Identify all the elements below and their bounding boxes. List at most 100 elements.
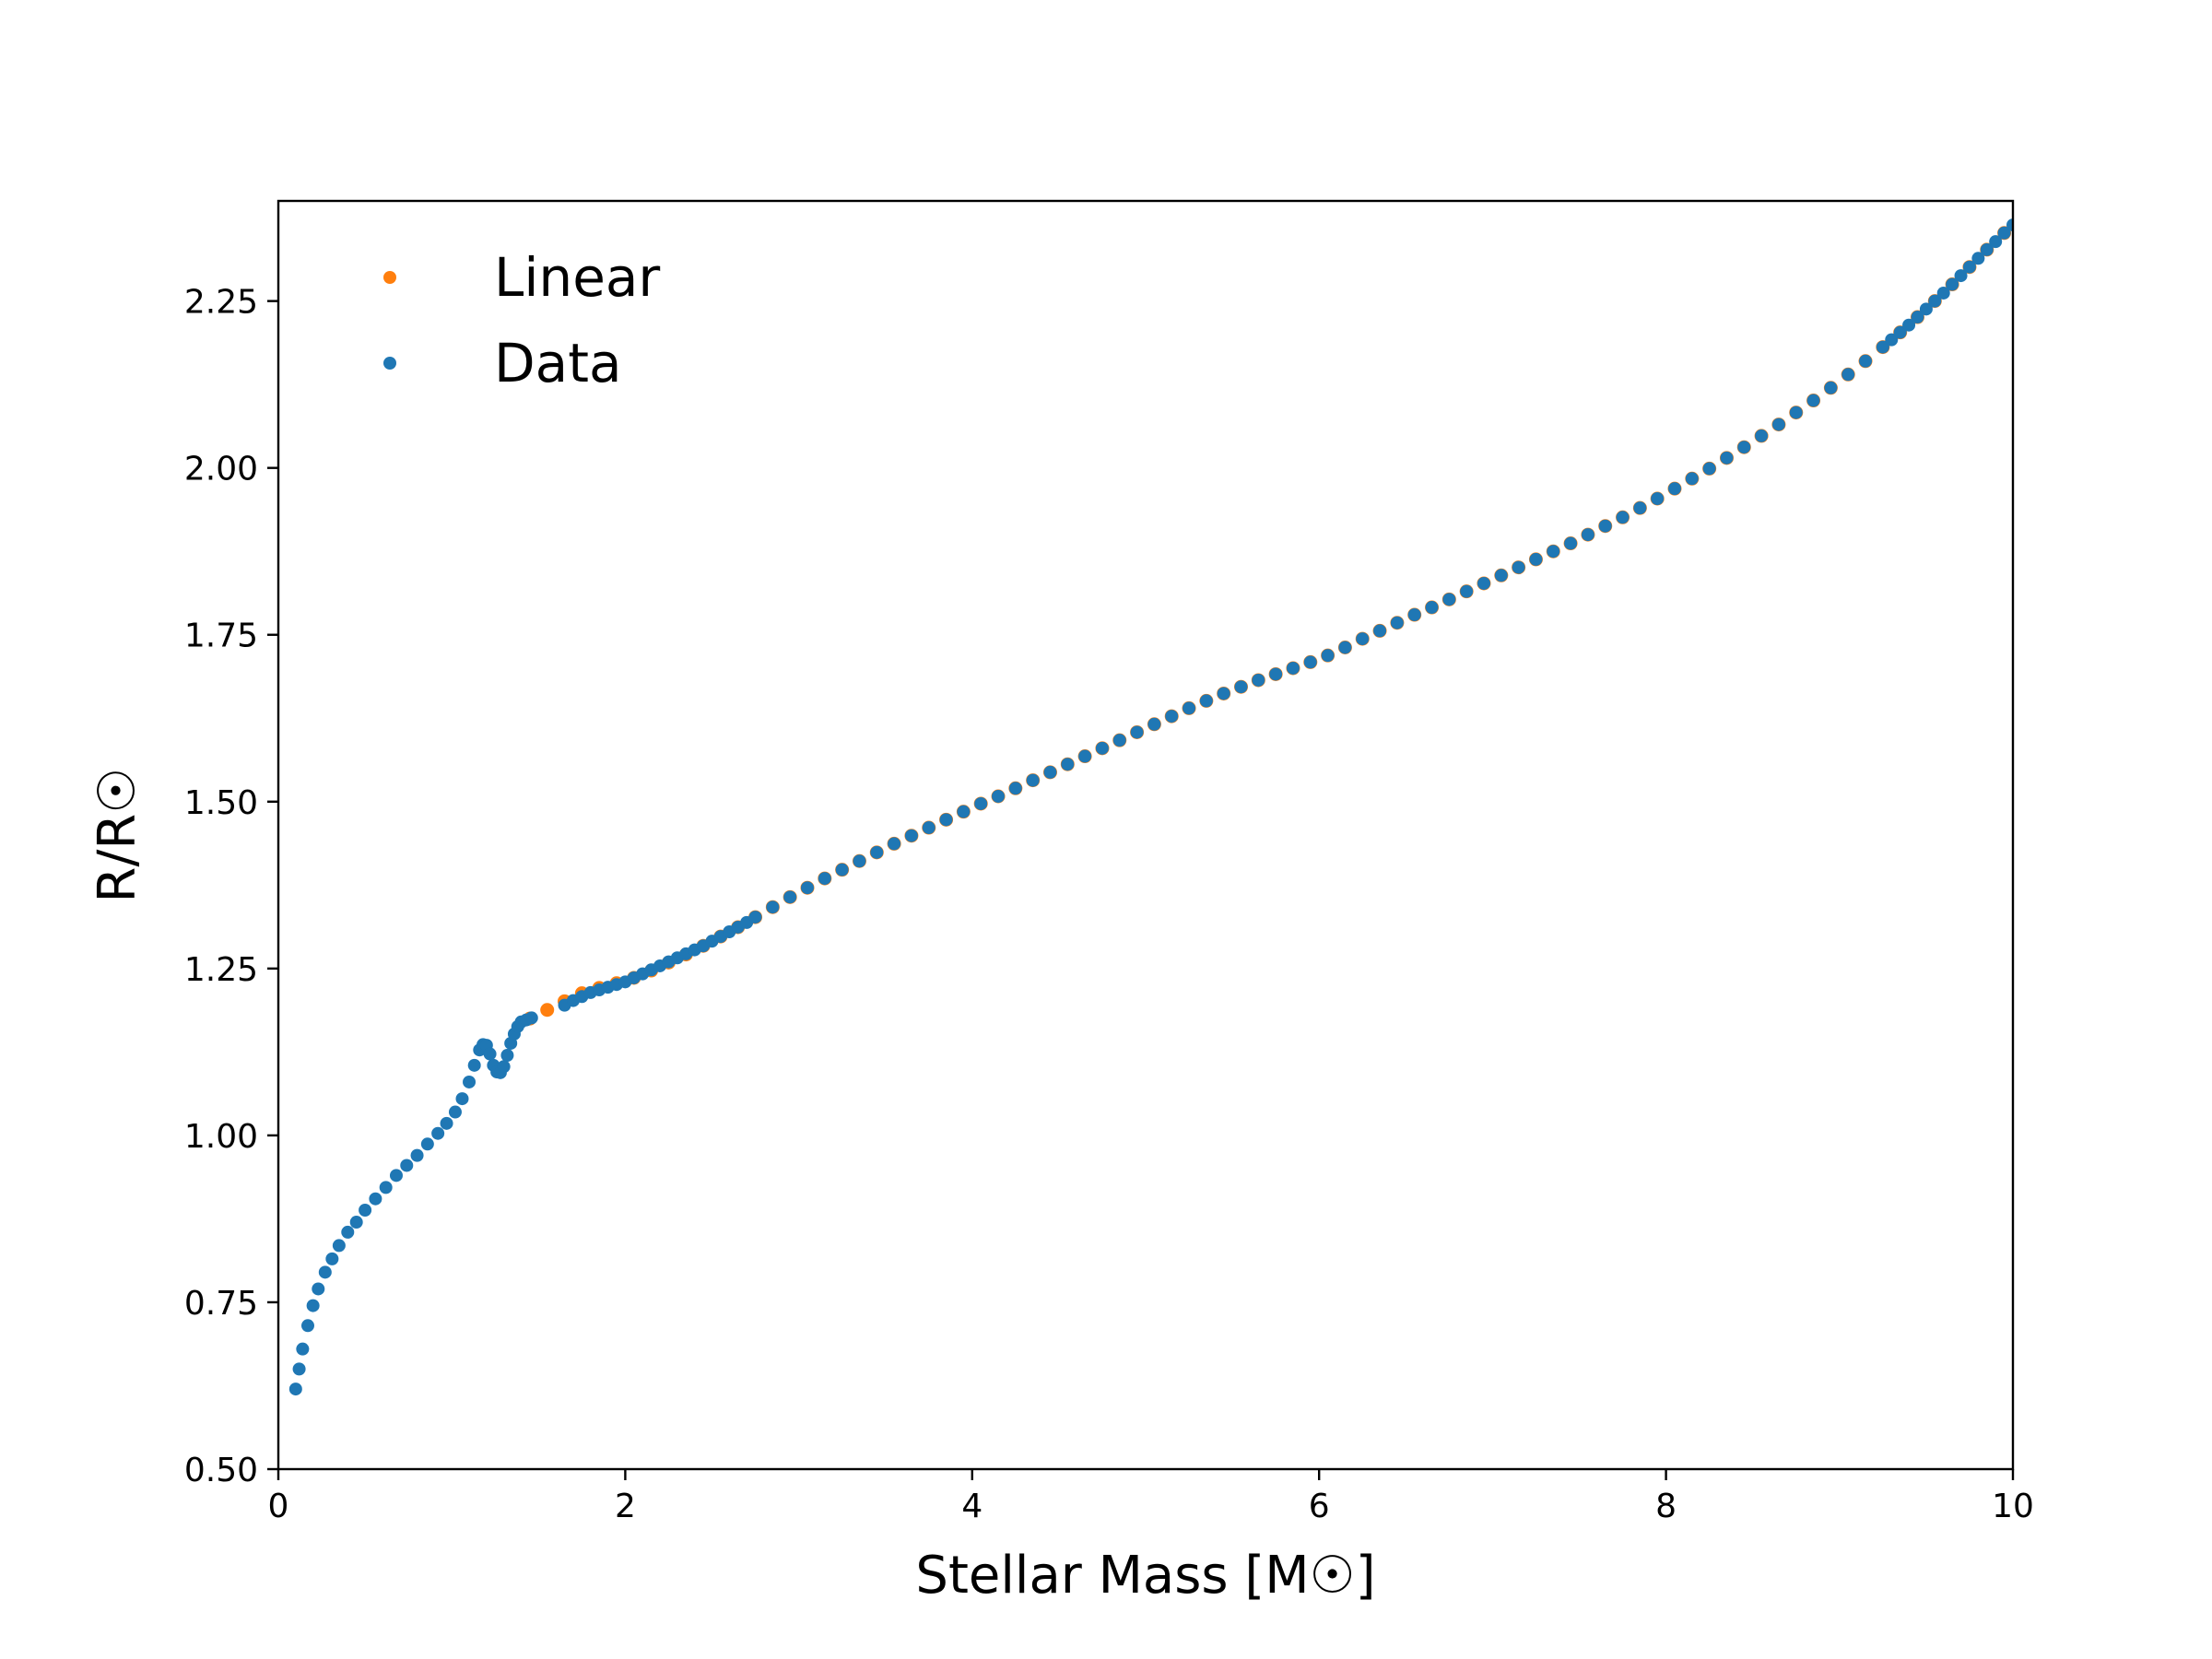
data-point: [349, 1216, 363, 1230]
data-point: [497, 1060, 511, 1074]
data-point: [1668, 482, 1682, 496]
data-point: [1581, 528, 1594, 542]
data-point: [1633, 501, 1647, 515]
data-point: [1338, 641, 1352, 654]
x-tick-label: 10: [1992, 1488, 2034, 1525]
data-point: [1407, 608, 1421, 622]
data-point: [1885, 333, 1899, 347]
data-point: [1919, 302, 1933, 316]
data-point: [1286, 661, 1300, 675]
data-point: [1130, 725, 1144, 739]
data-point: [1954, 269, 1968, 283]
data-point: [1234, 680, 1248, 694]
data-point: [1008, 782, 1022, 795]
data-point: [1737, 441, 1751, 454]
data-point: [1217, 687, 1230, 700]
data-point: [440, 1116, 453, 1130]
data-point: [1529, 552, 1543, 566]
data-point: [524, 1011, 538, 1025]
data-point: [1390, 616, 1404, 629]
data-point: [992, 789, 1006, 803]
x-tick-label: 6: [1309, 1488, 1330, 1525]
data-point: [463, 1075, 477, 1088]
y-tick-label: 1.50: [184, 784, 258, 822]
data-point: [1789, 406, 1803, 419]
data-point: [306, 1299, 320, 1312]
data-point: [410, 1148, 424, 1162]
data-point: [1373, 624, 1387, 638]
data-point: [292, 1362, 306, 1376]
data-point: [1165, 710, 1179, 724]
data-point: [748, 911, 762, 924]
data-point: [1962, 260, 1976, 274]
legend-marker-linear: [383, 271, 396, 284]
x-axis: 0 2 4 6 8 10: [268, 1469, 2034, 1525]
data-point: [1026, 773, 1040, 787]
data-point: [1460, 584, 1474, 598]
legend-label-data: Data: [494, 332, 622, 394]
data-point: [1859, 354, 1873, 368]
data-point: [296, 1342, 310, 1356]
data-point: [2006, 218, 2013, 232]
data-point: [1651, 491, 1665, 505]
data-point: [288, 1382, 302, 1396]
data-point: [359, 1204, 372, 1218]
data-point: [483, 1047, 497, 1061]
data-point: [939, 813, 953, 827]
y-tick-label: 1.25: [184, 951, 258, 989]
data-point: [766, 900, 780, 914]
data-point: [1771, 418, 1785, 431]
data-point: [1321, 649, 1335, 663]
data-point: [1936, 286, 1950, 300]
data-point: [1269, 667, 1283, 681]
data-point: [1876, 340, 1889, 354]
y-tick-label: 2.25: [184, 284, 258, 322]
data-point: [888, 837, 901, 851]
data-point: [1616, 511, 1630, 524]
data-point: [974, 796, 988, 810]
data-point: [922, 821, 935, 835]
data-point: [904, 829, 918, 842]
legend: Linear Data: [383, 246, 660, 394]
data-point: [1442, 593, 1456, 606]
data-point: [1494, 569, 1508, 582]
data-point: [467, 1058, 481, 1072]
y-tick-label: 1.00: [184, 1118, 258, 1156]
y-tick-label: 1.75: [184, 618, 258, 655]
data-point: [318, 1265, 332, 1279]
x-tick-label: 2: [615, 1488, 636, 1525]
data-point: [1182, 701, 1196, 715]
data-point: [801, 881, 815, 895]
data-point: [783, 890, 797, 904]
data-point: [1893, 325, 1907, 339]
data-point: [1477, 576, 1490, 590]
data-point: [1512, 560, 1525, 574]
data-point: [379, 1181, 393, 1194]
legend-marker-data: [383, 357, 396, 370]
data-point: [1702, 462, 1716, 476]
data-point: [332, 1239, 346, 1253]
data-point: [1824, 381, 1838, 394]
series-layer: [288, 218, 2013, 1396]
data-point: [1720, 451, 1734, 465]
data-point: [1078, 749, 1092, 763]
data-point: [1971, 252, 1985, 265]
data-point: [1841, 368, 1855, 382]
series-linear: [523, 226, 2012, 1026]
data-point: [341, 1225, 355, 1239]
data-point: [1425, 601, 1439, 615]
data-point: [1356, 632, 1370, 646]
data-point: [853, 854, 866, 868]
data-point: [312, 1282, 325, 1296]
data-point: [1252, 673, 1265, 687]
y-tick-label: 0.50: [184, 1452, 258, 1489]
series-data: [288, 218, 2013, 1396]
data-point: [1806, 394, 1820, 407]
data-point: [835, 863, 849, 877]
data-point: [300, 1319, 314, 1333]
data-point: [1598, 519, 1612, 533]
data-point: [448, 1105, 462, 1119]
data-point: [1980, 242, 1994, 256]
data-point: [1755, 429, 1769, 442]
data-point: [1989, 235, 2003, 249]
